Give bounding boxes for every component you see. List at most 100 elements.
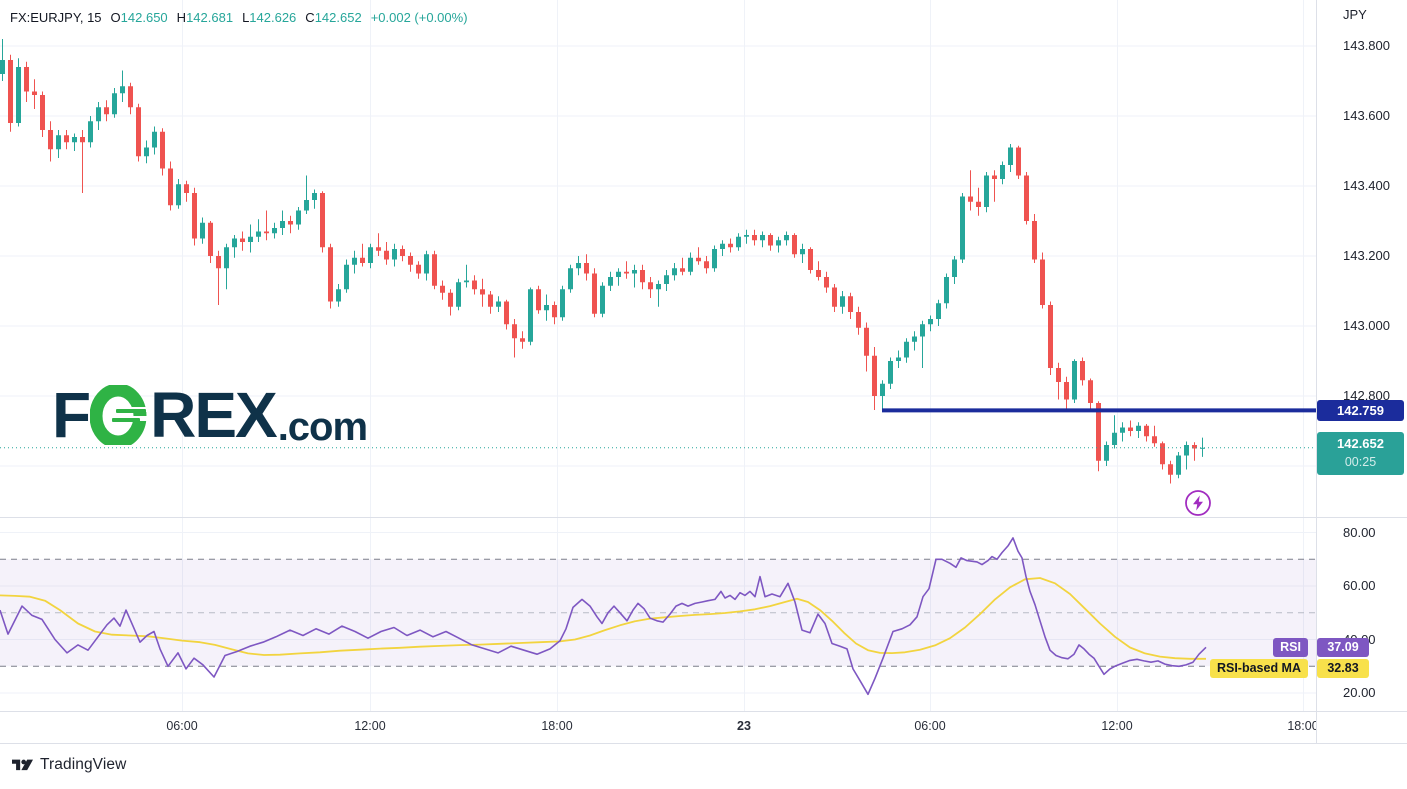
candle-body bbox=[520, 338, 525, 342]
candle-body bbox=[1168, 464, 1173, 475]
time-tick-label: 18:00 bbox=[1287, 719, 1316, 733]
candle-body bbox=[704, 261, 709, 269]
symbol-name[interactable]: FX:EURJPY, 15 bbox=[10, 10, 102, 25]
rsi-ma-value-label: 32.83 bbox=[1317, 658, 1369, 678]
price-tick-label: 142.800 bbox=[1343, 388, 1390, 403]
candle-body bbox=[904, 341, 909, 358]
horizontal-line-price-label[interactable]: 142.759 bbox=[1317, 399, 1404, 421]
watermark-text-rex: REX bbox=[150, 379, 278, 451]
candle-body bbox=[768, 235, 773, 246]
candle-body bbox=[696, 257, 701, 262]
candle-body bbox=[280, 221, 285, 228]
candle-body bbox=[912, 336, 917, 342]
candle-body bbox=[664, 275, 669, 284]
candle-body bbox=[1048, 305, 1053, 368]
candle-body bbox=[1088, 380, 1093, 403]
candle-body bbox=[424, 254, 429, 274]
time-tick-label: 06:00 bbox=[914, 719, 946, 733]
candle-body bbox=[544, 305, 549, 311]
watermark-text-com: .com bbox=[277, 405, 368, 449]
candle-body bbox=[680, 268, 685, 272]
candle-body bbox=[32, 91, 37, 95]
candle-body bbox=[816, 270, 821, 277]
candle-body bbox=[976, 201, 981, 207]
candle-body bbox=[272, 228, 277, 234]
candle-body bbox=[176, 184, 181, 206]
candle-body bbox=[536, 289, 541, 311]
candle-body bbox=[616, 271, 621, 277]
candle-body bbox=[1160, 443, 1165, 465]
candle-body bbox=[464, 280, 469, 283]
candle-body bbox=[1136, 425, 1141, 431]
candle-body bbox=[984, 175, 989, 207]
candle-body bbox=[800, 249, 805, 255]
candle-body bbox=[1152, 436, 1157, 444]
rsi-ma-indicator-label[interactable]: RSI-based MA bbox=[1209, 658, 1308, 678]
candle-body bbox=[1128, 427, 1133, 431]
rsi-line bbox=[0, 537, 1207, 696]
candle-body bbox=[384, 250, 389, 260]
time-axis[interactable]: 06:00 12:00 18:00 23 06:00 12:00 18:00 bbox=[0, 711, 1316, 743]
candle-body bbox=[760, 235, 765, 241]
candle-body bbox=[40, 95, 45, 130]
candle-body bbox=[728, 243, 733, 248]
candle-body bbox=[0, 60, 5, 74]
candle-body bbox=[1120, 427, 1125, 433]
candle-body bbox=[552, 305, 557, 318]
candle-body bbox=[560, 289, 565, 318]
candle-body bbox=[488, 294, 493, 307]
candle-body bbox=[1016, 147, 1021, 176]
candle-body bbox=[920, 324, 925, 337]
tradingview-attribution[interactable]: TradingView bbox=[12, 756, 126, 774]
candle-body bbox=[1000, 165, 1005, 179]
candle-body bbox=[88, 121, 93, 143]
candle-body bbox=[336, 289, 341, 302]
candle-body bbox=[448, 292, 453, 307]
rsi-value-label: 37.09 bbox=[1317, 637, 1369, 657]
candle-body bbox=[352, 257, 357, 265]
candle-body bbox=[256, 231, 261, 237]
candle-body bbox=[184, 184, 189, 193]
last-price-label: 142.652 00:25 bbox=[1317, 431, 1404, 475]
candle-body bbox=[1192, 445, 1197, 449]
candle-body bbox=[864, 327, 869, 356]
candle-body bbox=[328, 247, 333, 302]
candle-body bbox=[840, 296, 845, 307]
candle-body bbox=[128, 86, 133, 108]
candle-body bbox=[80, 137, 85, 143]
candle-body bbox=[1064, 382, 1069, 400]
lightning-marker-icon[interactable] bbox=[1184, 489, 1212, 522]
candle-body bbox=[8, 60, 13, 123]
candle-body bbox=[1104, 445, 1109, 461]
candle-body bbox=[120, 86, 125, 94]
legend-change: +0.002 (+0.00%) bbox=[370, 10, 468, 25]
candle-body bbox=[1040, 259, 1045, 305]
candle-body bbox=[112, 93, 117, 115]
forex-logo-o-icon bbox=[89, 383, 149, 449]
candle-body bbox=[64, 135, 69, 143]
price-tick-label: 143.000 bbox=[1343, 318, 1390, 333]
candle-body bbox=[48, 130, 53, 150]
rsi-indicator-label[interactable]: RSI bbox=[1273, 637, 1308, 657]
candle-body bbox=[848, 296, 853, 312]
candle-body bbox=[504, 301, 509, 325]
candle-body bbox=[776, 240, 781, 246]
candle-body bbox=[216, 256, 221, 269]
candle-body bbox=[16, 67, 21, 123]
candle-body bbox=[96, 107, 101, 122]
rsi-tick-label: 60.00 bbox=[1343, 578, 1376, 593]
symbol-legend: FX:EURJPY, 15 O142.650 H142.681 L142.626… bbox=[10, 10, 468, 25]
price-tick-label: 143.400 bbox=[1343, 178, 1390, 193]
candle-body bbox=[408, 256, 413, 265]
candle-body bbox=[656, 284, 661, 290]
candle-body bbox=[416, 264, 421, 274]
candle-body bbox=[1200, 447, 1205, 449]
rsi-ma-line bbox=[0, 577, 1206, 660]
candle-body bbox=[296, 210, 301, 225]
candle-body bbox=[1184, 445, 1189, 456]
candle-body bbox=[392, 249, 397, 260]
rsi-tick-label: 80.00 bbox=[1343, 524, 1376, 540]
candle-body bbox=[376, 247, 381, 251]
